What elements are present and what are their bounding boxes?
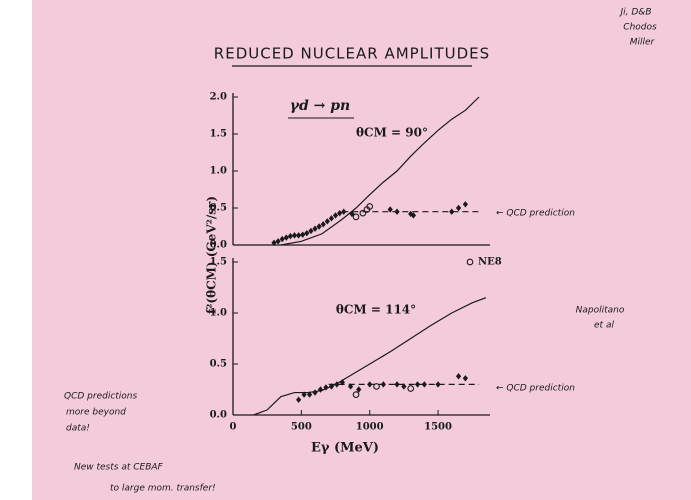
data-point: [323, 384, 329, 391]
x-tick-label: 1500: [424, 422, 452, 433]
data-point: [462, 201, 468, 208]
data-point: [356, 386, 362, 393]
data-point: [283, 234, 289, 241]
data-point: [316, 223, 322, 230]
note-bottom: New tests at CEBAF: [74, 463, 164, 473]
data-point: [296, 396, 302, 403]
data-point: [462, 375, 468, 382]
note-left: QCD predictions: [64, 392, 138, 402]
data-point: [332, 212, 339, 219]
reaction: γd → pn: [290, 98, 350, 114]
x-tick-label: 1000: [356, 422, 384, 433]
data-point: [455, 204, 462, 212]
x-tick-label: 0: [230, 422, 237, 433]
note-left: more beyond: [66, 408, 126, 418]
data-point: [291, 232, 298, 239]
y-tick-label: 0.5: [210, 359, 227, 370]
data-point: [324, 218, 330, 225]
data-point: [359, 209, 367, 217]
data-point: [306, 391, 313, 398]
data-point: [304, 229, 310, 237]
data-point: [275, 238, 281, 245]
data-point: [373, 383, 380, 390]
note-experiment: et al: [594, 321, 614, 331]
y-tick-label: 0.5: [210, 203, 227, 214]
note-qcd: ← QCD prediction: [496, 209, 575, 219]
panel-annotation: θCM = 114°: [336, 303, 416, 317]
theory-curve: [280, 96, 480, 246]
y-tick-label: 1.0: [210, 308, 227, 319]
data-point: [366, 203, 374, 210]
data-point: [320, 221, 326, 228]
note-authors: Miller: [630, 38, 656, 48]
data-point: [287, 232, 294, 240]
note-qcd: ← QCD prediction: [496, 384, 575, 394]
theory-curve: [253, 297, 487, 416]
data-point: [296, 232, 302, 239]
note-left: data!: [66, 424, 90, 434]
data-point: [449, 208, 455, 215]
data-point: [435, 381, 441, 388]
data-point: [308, 227, 314, 235]
note-experiment: Napolitano: [576, 306, 625, 316]
data-point: [328, 215, 335, 222]
data-point: [312, 225, 318, 232]
note-authors: Ji, D&B: [619, 8, 652, 18]
data-point: [410, 212, 417, 219]
data-point: [312, 389, 318, 396]
x-tick-label: 500: [291, 422, 312, 433]
data-point: [407, 385, 415, 392]
legend-label: NE8: [478, 257, 502, 268]
y-tick-label: 0.0: [210, 410, 227, 421]
note-bottom: to large mom. transfer!: [110, 484, 216, 494]
data-point: [271, 239, 277, 246]
data-point: [300, 231, 306, 238]
y-axis-label: f²(θCM) (GeV²/sr): [205, 196, 219, 314]
x-axis-label: Eγ (MeV): [311, 441, 379, 456]
panel-annotation: θCM = 90°: [356, 126, 428, 140]
y-tick-label: 2.0: [210, 92, 227, 103]
y-tick-label: 1.5: [210, 257, 227, 268]
data-point: [352, 213, 360, 221]
data-point: [301, 391, 307, 398]
y-tick-label: 1.5: [210, 129, 227, 140]
legend-marker: [466, 258, 474, 266]
data-point: [279, 235, 285, 243]
data-point: [352, 391, 360, 398]
data-point: [455, 373, 462, 380]
data-point: [387, 206, 393, 213]
note-authors: Chodos: [623, 23, 657, 33]
data-point: [414, 381, 421, 388]
data-point: [394, 381, 400, 388]
slide-title: REDUCED NUCLEAR AMPLITUDES: [214, 45, 490, 63]
y-tick-label: 1.0: [210, 166, 227, 177]
data-point: [401, 383, 407, 390]
y-tick-label: 0.0: [210, 240, 227, 251]
slide-background: [32, 0, 691, 500]
data-point: [337, 209, 343, 217]
